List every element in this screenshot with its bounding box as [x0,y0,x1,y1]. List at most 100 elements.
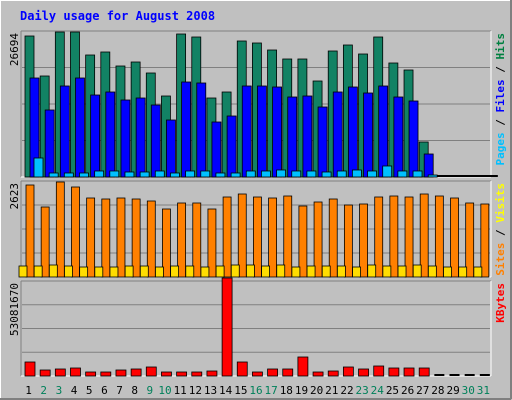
bar-hits [434,175,444,177]
bar-sites [185,265,195,278]
bar-kbytes [54,368,66,377]
bar-files [317,106,328,178]
legend-entry: Visits [494,183,507,223]
chart-panels: 26694 Pages / Files / Hits 2623 Sites / Vis… [8,30,507,377]
bar-visits [298,205,308,278]
series-kbytes [24,277,490,377]
bar-kbytes [388,367,400,377]
bar-files [393,96,404,178]
x-tick-label: 25 [386,384,399,397]
series-sites [18,264,483,278]
bar-sites [94,266,104,278]
bar-files [181,81,192,178]
bar-pages [458,175,468,177]
bar-kbytes [479,374,490,376]
bar-files [257,85,267,178]
bar-sites [64,265,73,278]
legend-entry: Files [494,79,507,112]
bar-sites [306,265,316,278]
bar-files [135,97,146,178]
bar-sites [200,266,210,278]
bar-kbytes [267,368,278,377]
bar-pages [427,174,438,178]
bar-pages [321,171,332,178]
x-tick-label: 23 [356,384,369,397]
bar-pages [215,172,226,178]
bar-sites [367,264,377,278]
x-tick-label: 24 [371,384,385,397]
bar-sites [109,266,119,278]
bar-hits [479,175,489,177]
bar-kbytes [24,361,36,377]
bar-pages [306,170,317,178]
bar-pages [276,169,286,178]
bar-kbytes [449,374,460,376]
bar-sites [276,264,286,278]
x-tick-label: 22 [340,384,353,397]
legend: KBytes [494,283,507,323]
bar-visits [101,198,111,278]
bar-files [408,100,419,178]
bar-sites [321,265,331,278]
bar-pages [94,170,105,178]
bar-kbytes [130,368,142,377]
bar-sites [215,265,225,278]
x-tick-label: 1 [25,384,32,397]
bar-files [120,99,131,178]
bar-sites [352,266,361,278]
x-tick-label: 16 [249,384,262,397]
series-hits [24,31,489,178]
bar-sites [170,265,180,278]
x-tick-label: 11 [174,384,187,397]
bar-visits [55,181,65,278]
x-tick-label: 15 [234,384,247,397]
x-tick-label: 30 [462,384,475,397]
x-tick-label: 17 [265,384,278,397]
bar-files [105,91,116,178]
legend-entry: Sites [494,243,507,276]
panel-bottom: 53081670 KBytes [8,277,507,377]
bar-pages [291,170,302,178]
bar-kbytes [221,277,233,377]
bar-pages [48,172,59,178]
bar-visits [131,198,141,278]
bar-visits [283,195,293,278]
x-tick-label: 13 [204,384,217,397]
bar-pages [124,171,135,178]
x-tick-label: 18 [280,384,293,397]
bar-kbytes [434,374,445,376]
bar-visits [116,197,126,278]
x-tick-label: 20 [310,384,323,397]
bar-sites [458,266,468,278]
x-tick-label: 31 [477,384,490,397]
bar-kbytes [161,371,172,377]
bar-sites [261,265,270,278]
bar-files [423,153,434,178]
bar-files [363,92,373,178]
bar-files [196,82,207,178]
bar-sites [336,265,346,278]
bar-pages [443,175,453,177]
bar-files [347,86,358,178]
bar-kbytes [100,371,112,377]
x-tick-label: 7 [116,384,123,397]
bar-pages [185,170,196,178]
x-tick-label: 3 [56,384,63,397]
x-tick-label: 26 [401,384,414,397]
bar-pages [109,170,120,178]
legend-entry: Hits [494,33,507,60]
legend-entry: Pages [494,132,507,165]
bar-pages [170,172,180,178]
bar-files [378,85,389,178]
bar-kbytes [418,367,430,377]
bar-pages [63,172,74,178]
bar-sites [230,264,240,278]
series-pages [33,157,498,178]
x-tick-label: 29 [446,384,459,397]
x-tick-label: 21 [325,384,338,397]
bar-visits [192,202,202,278]
bar-visits [434,195,444,278]
bar-files [59,85,70,178]
bar-pages [79,172,89,178]
